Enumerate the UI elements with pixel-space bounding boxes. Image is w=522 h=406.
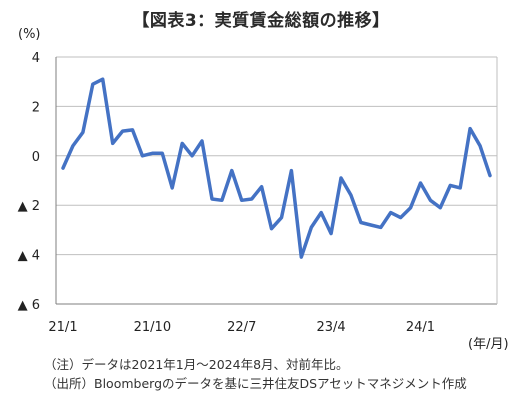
y-tick-label: 2 bbox=[32, 100, 40, 115]
x-tick-label: 21/1 bbox=[48, 320, 77, 335]
chart-title: 【図表3：実質賃金総額の推移】 bbox=[132, 11, 390, 31]
y-axis-ticks: 4 2 0 ▲ 2 ▲ 4 ▲ 6 bbox=[18, 51, 40, 313]
series-layer bbox=[61, 77, 492, 259]
y-tick-label: ▲ 4 bbox=[18, 249, 40, 264]
x-tick-label: 24/1 bbox=[406, 320, 435, 335]
note-line-1: （注）データは2021年1月～2024年8月、対前年比。 bbox=[44, 357, 349, 372]
y-tick-label: ▲ 2 bbox=[18, 199, 40, 214]
footnotes: （注）データは2021年1月～2024年8月、対前年比。 （出所）Bloombe… bbox=[44, 355, 467, 393]
y-tick-label: ▲ 6 bbox=[18, 298, 40, 313]
note-line-2: （出所）Bloombergのデータを基に三井住友DSアセットマネジメント作成 bbox=[44, 376, 467, 391]
grid-lines bbox=[56, 56, 497, 305]
series-line bbox=[61, 77, 492, 259]
x-tick-label: 23/4 bbox=[317, 320, 346, 335]
x-axis-ticks: 21/1 21/10 22/7 23/4 24/1 bbox=[48, 320, 435, 335]
y-tick-label: 4 bbox=[32, 51, 40, 66]
y-axis-unit: (%) bbox=[18, 27, 41, 42]
x-axis-unit: (年/月) bbox=[468, 337, 509, 352]
y-tick-label: 0 bbox=[32, 150, 40, 165]
x-tick-label: 21/10 bbox=[134, 320, 171, 335]
x-tick-label: 22/7 bbox=[227, 320, 256, 335]
axes bbox=[55, 57, 498, 305]
